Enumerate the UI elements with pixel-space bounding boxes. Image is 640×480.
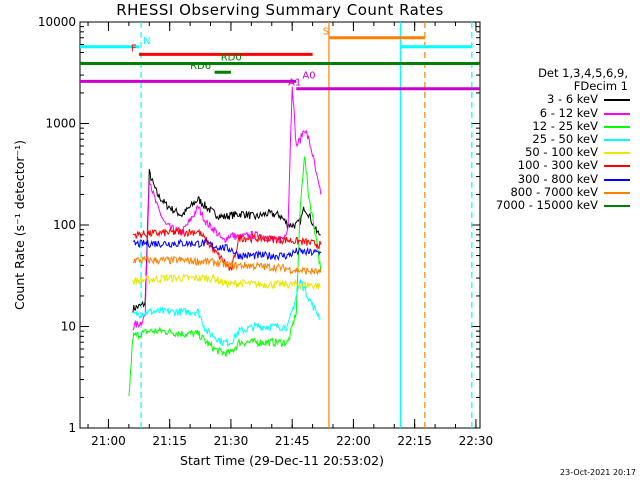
series-line-4 — [132, 272, 322, 291]
x-axis-label: Start Time (29-Dec-11 20:53:02) — [180, 453, 384, 468]
legend-item-label: 12 - 25 keV — [532, 118, 598, 133]
flag-label-s: S — [323, 27, 329, 38]
legend-swatch — [604, 152, 630, 155]
y-tick-label: 10000 — [38, 15, 76, 29]
legend-item: 800 - 7000 keV — [484, 184, 634, 199]
flag-label-n: N — [143, 36, 150, 47]
legend-swatch — [604, 99, 630, 102]
x-tick-label: 22:15 — [397, 434, 432, 448]
legend-item: 3 - 6 keV — [484, 93, 634, 106]
footer-timestamp: 23-Oct-2021 20:17 — [560, 468, 636, 477]
x-tick-label: 21:00 — [91, 434, 126, 448]
y-tick-label: 100 — [53, 218, 76, 232]
flag-label-rd0: RD0 — [221, 53, 242, 64]
legend-item-label: 50 - 100 keV — [525, 145, 598, 160]
legend-item: 50 - 100 keV — [484, 145, 634, 160]
x-tick-label: 22:30 — [459, 434, 494, 448]
y-tick-label: 1000 — [45, 117, 76, 131]
legend-item-label: 300 - 800 keV — [517, 171, 598, 186]
legend-swatch — [604, 138, 630, 141]
legend-header-decimation: FDecim 1 — [573, 79, 628, 94]
legend-item-label: 7000 - 15000 keV — [495, 197, 598, 212]
flag-label-a0: A0 — [302, 70, 315, 81]
legend-item-label: 800 - 7000 keV — [510, 184, 598, 199]
series-line-0 — [132, 168, 321, 313]
legend-swatch — [604, 191, 630, 194]
legend-item-label: 25 - 50 keV — [532, 131, 598, 146]
flag-label-a1: A1 — [288, 78, 301, 89]
y-tick-label: 1 — [68, 421, 76, 435]
legend-item-label: 100 - 300 keV — [517, 158, 598, 173]
legend-item: 300 - 800 keV — [484, 171, 634, 186]
series-line-5 — [132, 227, 322, 271]
legend-item: 6 - 12 keV — [484, 105, 634, 120]
chart-title: RHESSI Observing Summary Count Rates — [116, 1, 444, 19]
legend-item-label: 3 - 6 keV — [547, 92, 598, 107]
legend-item: 7000 - 15000 keV — [484, 197, 634, 212]
legend-header-detectors: Det 1,3,4,5,6,9, — [538, 66, 628, 80]
series-line-1 — [132, 86, 322, 331]
x-tick-label: 22:00 — [336, 434, 371, 448]
legend-item-label: 6 - 12 keV — [539, 105, 598, 120]
legend-item: 100 - 300 keV — [484, 159, 634, 172]
legend-swatch — [604, 112, 630, 115]
legend-item: 25 - 50 keV — [484, 131, 634, 146]
x-tick-label: 21:15 — [152, 434, 187, 448]
y-tick-label: 10 — [61, 320, 76, 334]
legend-swatch — [604, 178, 630, 181]
legend-swatch — [604, 165, 630, 168]
flag-label-rd6: RD6 — [190, 61, 211, 72]
y-axis-label: Count Rate (s⁻¹ detector⁻¹) — [12, 140, 27, 310]
series-line-2 — [128, 156, 322, 397]
x-tick-label: 21:45 — [275, 434, 310, 448]
plot-frame — [79, 21, 481, 429]
series-line-7 — [132, 255, 322, 276]
legend-swatch — [604, 204, 630, 207]
legend: Det 1,3,4,5,6,9, FDecim 1 3 - 6 keV 6 - 1… — [484, 66, 634, 212]
series-line-3 — [132, 279, 321, 348]
flag-label-f: F — [131, 43, 137, 54]
legend-item: 12 - 25 keV — [484, 118, 634, 133]
x-tick-label: 21:30 — [214, 434, 249, 448]
legend-swatch — [604, 125, 630, 128]
series-line-6 — [132, 238, 322, 262]
